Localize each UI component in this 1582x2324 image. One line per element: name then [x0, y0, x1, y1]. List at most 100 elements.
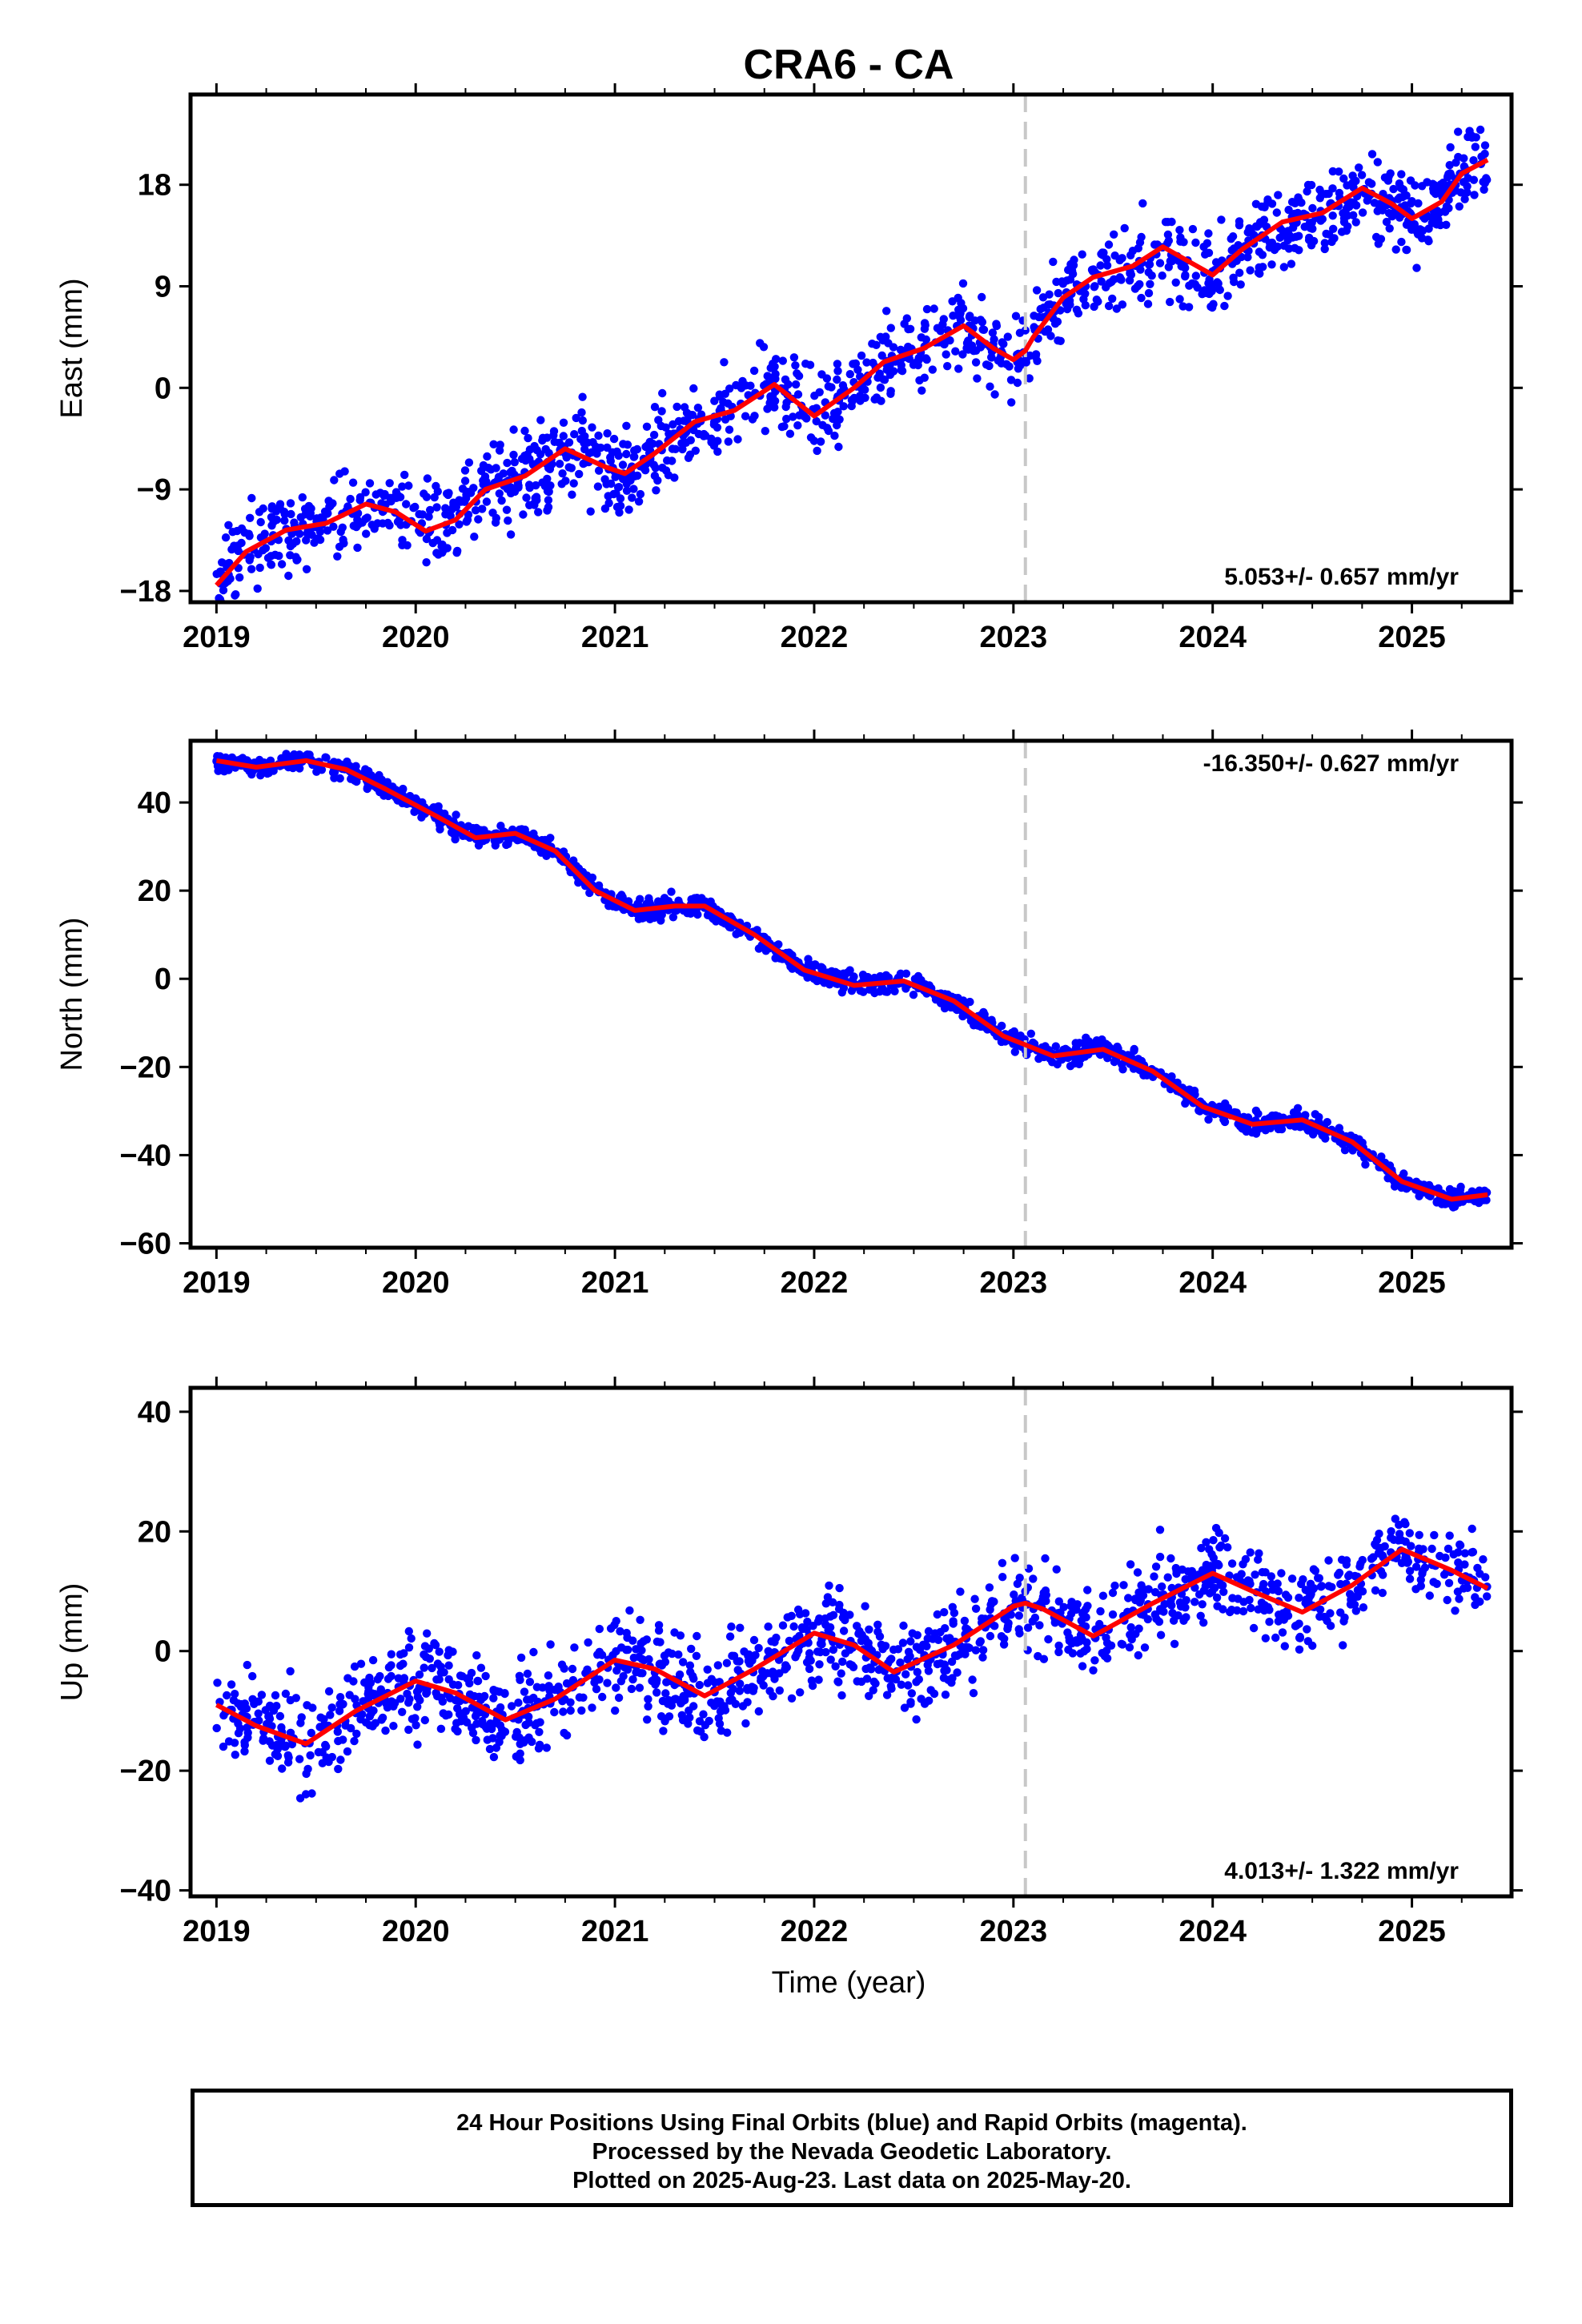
data-point	[1353, 1586, 1363, 1594]
data-point	[1394, 1536, 1403, 1545]
data-point	[990, 1597, 998, 1606]
data-point	[1013, 378, 1022, 388]
data-point	[1424, 224, 1433, 233]
data-point	[1015, 328, 1025, 337]
data-point	[481, 1722, 490, 1731]
data-point	[580, 438, 588, 448]
data-point	[736, 1623, 745, 1632]
data-point	[467, 1668, 476, 1678]
data-point	[845, 1646, 854, 1655]
data-point	[636, 1639, 645, 1648]
data-point	[1315, 1612, 1324, 1621]
data-point	[1249, 1623, 1259, 1633]
data-point	[1199, 1618, 1208, 1627]
data-point	[281, 1743, 290, 1751]
data-point	[1017, 1594, 1026, 1602]
data-point	[998, 1558, 1007, 1568]
data-point	[811, 961, 820, 970]
data-point	[1166, 297, 1174, 307]
data-point	[423, 474, 432, 483]
data-point	[906, 1637, 915, 1646]
data-point	[602, 480, 611, 489]
data-point	[1048, 1058, 1057, 1067]
data-point	[976, 1637, 986, 1646]
data-point	[1307, 180, 1316, 190]
data-point	[906, 1699, 915, 1708]
data-point	[693, 910, 702, 919]
data-point	[383, 518, 392, 528]
data-point	[541, 444, 550, 454]
data-point	[887, 1655, 896, 1663]
x-tick-label: 2023	[980, 1266, 1048, 1300]
data-point	[912, 1678, 921, 1687]
data-point	[957, 299, 966, 308]
data-point	[1455, 1594, 1464, 1603]
data-point	[610, 1621, 619, 1630]
data-point	[569, 479, 578, 488]
data-point	[1280, 1642, 1290, 1651]
data-point	[336, 1755, 345, 1764]
data-point	[361, 488, 370, 497]
data-point	[858, 384, 867, 392]
data-point	[622, 486, 632, 495]
y-tick-label: −40	[120, 1875, 171, 1908]
data-point	[516, 1653, 526, 1663]
data-point	[558, 469, 567, 478]
data-point	[544, 496, 553, 505]
data-point	[1124, 1594, 1133, 1602]
data-point	[1342, 204, 1351, 213]
data-point	[685, 1713, 694, 1722]
data-point	[966, 997, 974, 1007]
data-point	[765, 1687, 774, 1695]
data-point	[1326, 1609, 1335, 1618]
data-point	[1041, 1554, 1050, 1563]
footer-line-1: 24 Hour Positions Using Final Orbits (bl…	[456, 2110, 1247, 2136]
data-point	[482, 497, 492, 506]
data-point	[1305, 233, 1314, 243]
data-point	[388, 782, 397, 791]
data-points	[212, 750, 1492, 1212]
data-point	[1102, 1638, 1112, 1647]
data-point	[350, 1736, 359, 1746]
data-point	[873, 373, 882, 382]
data-point	[1415, 231, 1424, 239]
data-point	[653, 476, 662, 485]
data-point	[1239, 1598, 1248, 1606]
data-point	[330, 476, 339, 485]
data-point	[693, 404, 703, 412]
data-point	[1295, 1619, 1303, 1628]
data-point	[882, 1691, 892, 1699]
data-point	[939, 1674, 949, 1683]
data-point	[754, 1707, 763, 1716]
data-point	[1239, 1606, 1248, 1616]
data-point	[821, 1599, 831, 1608]
data-point	[998, 1021, 1006, 1031]
data-point	[524, 480, 534, 489]
data-point	[781, 402, 790, 412]
data-point	[1054, 1597, 1064, 1606]
data-point	[1284, 205, 1293, 215]
data-point	[793, 390, 803, 399]
data-point	[815, 1614, 824, 1623]
data-point	[546, 1640, 555, 1649]
data-point	[1348, 171, 1357, 180]
data-point	[967, 341, 977, 350]
data-point	[286, 551, 295, 560]
data-point	[470, 533, 479, 541]
data-point	[909, 991, 918, 999]
data-point	[441, 504, 450, 513]
data-point	[464, 458, 474, 467]
data-point	[578, 392, 587, 401]
data-point	[312, 514, 321, 523]
data-point	[1411, 1562, 1421, 1571]
data-point	[1414, 199, 1423, 208]
data-point	[1373, 158, 1383, 167]
data-point	[1235, 268, 1244, 277]
data-point	[958, 350, 967, 359]
data-point	[321, 1740, 330, 1750]
data-point	[1145, 260, 1154, 269]
data-point	[614, 451, 623, 460]
data-point	[420, 1663, 428, 1672]
data-point	[1339, 1641, 1347, 1650]
data-point	[763, 404, 772, 413]
